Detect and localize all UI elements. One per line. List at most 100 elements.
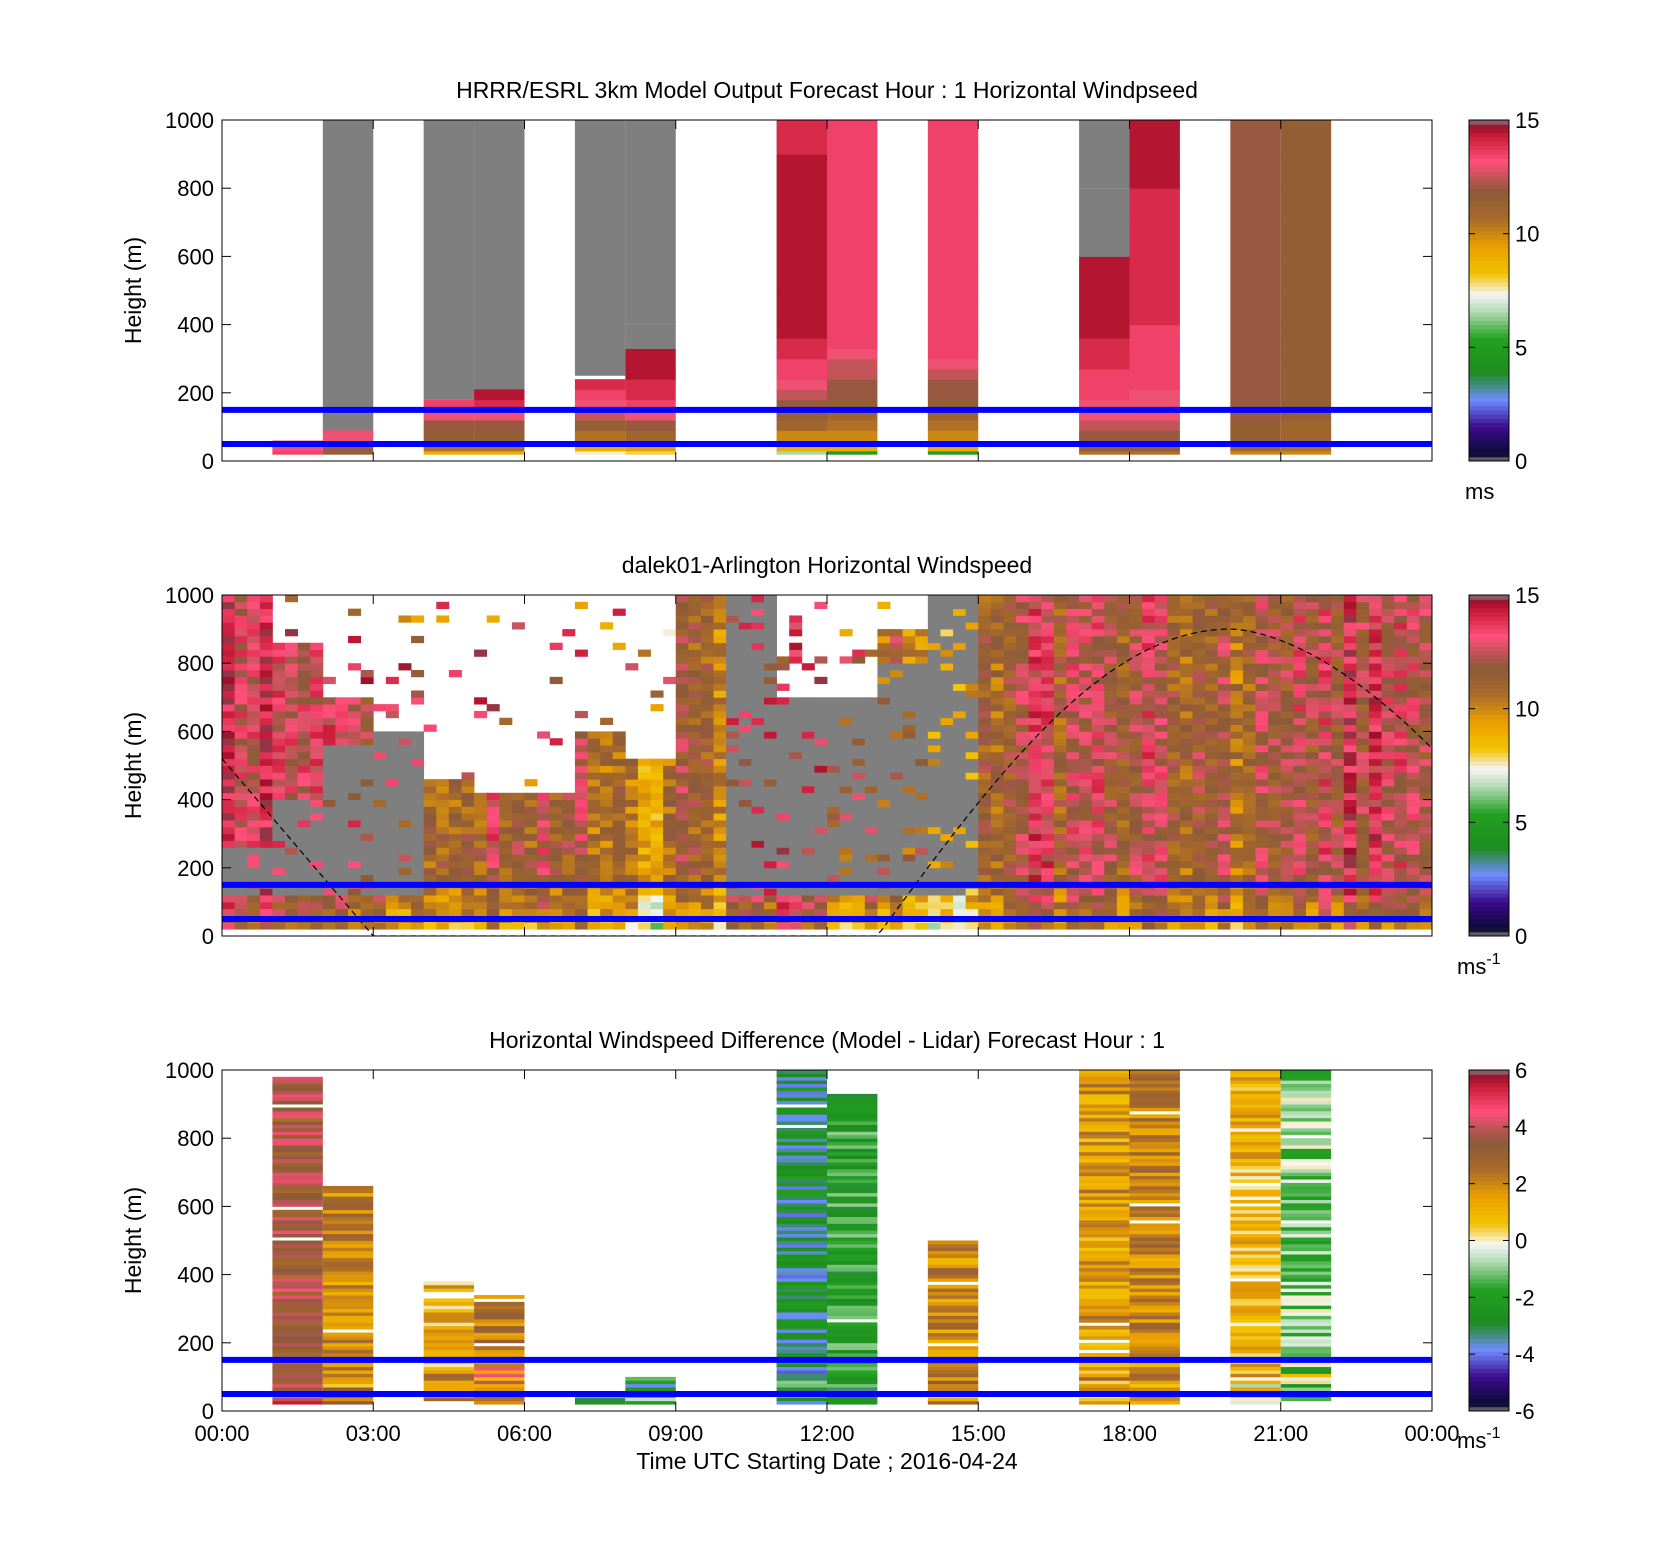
colorbar-segment bbox=[1469, 731, 1509, 737]
heatmap-cell bbox=[827, 1346, 878, 1351]
heatmap-cell bbox=[927, 1346, 979, 1351]
heatmap-cell bbox=[927, 188, 979, 223]
heatmap-cell bbox=[1041, 704, 1055, 712]
heatmap-cell bbox=[1154, 820, 1168, 828]
heatmap-cell bbox=[915, 813, 929, 821]
heatmap-cell bbox=[1142, 615, 1156, 623]
heatmap-cell bbox=[1167, 799, 1181, 807]
heatmap-cell bbox=[1268, 745, 1282, 753]
heatmap-cell bbox=[990, 772, 1004, 780]
heatmap-cell bbox=[965, 656, 979, 664]
heatmap-cell bbox=[864, 765, 878, 773]
heatmap-cell bbox=[1242, 697, 1256, 705]
heatmap-cell bbox=[1343, 806, 1357, 814]
heatmap-cell bbox=[272, 710, 286, 719]
heatmap-cell bbox=[1053, 738, 1067, 746]
heatmap-cell bbox=[360, 765, 374, 773]
heatmap-cell bbox=[310, 792, 324, 800]
heatmap-cell bbox=[927, 1264, 979, 1269]
heatmap-cell bbox=[990, 649, 1004, 657]
heatmap-cell bbox=[398, 901, 412, 910]
heatmap-cell bbox=[1419, 724, 1432, 732]
heatmap-cell bbox=[285, 860, 299, 869]
heatmap-cell bbox=[1129, 1124, 1180, 1129]
heatmap-cell bbox=[776, 813, 790, 821]
heatmap-cell bbox=[890, 758, 904, 766]
heatmap-cell bbox=[1356, 806, 1370, 814]
heatmap-cell bbox=[322, 1387, 374, 1391]
heatmap-cell bbox=[549, 901, 563, 910]
heatmap-cell bbox=[1003, 601, 1017, 610]
heatmap-cell bbox=[789, 806, 803, 814]
heatmap-cell bbox=[915, 888, 929, 896]
heatmap-cell bbox=[713, 642, 727, 650]
heatmap-cell bbox=[259, 847, 273, 855]
heatmap-cell bbox=[373, 860, 387, 869]
heatmap-cell bbox=[675, 765, 689, 773]
heatmap-cell bbox=[1343, 642, 1357, 650]
heatmap-cell bbox=[1394, 601, 1408, 610]
heatmap-cell bbox=[965, 697, 979, 705]
heatmap-cell bbox=[776, 840, 790, 848]
heatmap-cell bbox=[839, 922, 853, 930]
heatmap-cell bbox=[663, 922, 677, 930]
heatmap-cell bbox=[625, 820, 639, 828]
heatmap-cell bbox=[1154, 656, 1168, 664]
heatmap-cell bbox=[713, 895, 727, 903]
heatmap-cell bbox=[1217, 731, 1231, 739]
heatmap-cell bbox=[700, 779, 714, 787]
heatmap-cell bbox=[1041, 738, 1055, 746]
heatmap-cell bbox=[1116, 860, 1130, 869]
heatmap-cell bbox=[1230, 772, 1244, 780]
heatmap-cell bbox=[461, 833, 475, 841]
heatmap-cell bbox=[1016, 840, 1030, 848]
heatmap-cell bbox=[511, 792, 525, 800]
heatmap-cell bbox=[385, 901, 399, 910]
heatmap-cell bbox=[524, 895, 538, 903]
heatmap-cell bbox=[587, 895, 601, 903]
heatmap-cell bbox=[574, 785, 588, 794]
heatmap-cell bbox=[801, 840, 815, 848]
heatmap-cell bbox=[272, 1151, 323, 1156]
heatmap-cell bbox=[461, 772, 475, 780]
heatmap-cell bbox=[1419, 697, 1432, 705]
heatmap-cell bbox=[827, 188, 878, 223]
heatmap-cell bbox=[738, 738, 752, 746]
heatmap-cell bbox=[1079, 1325, 1130, 1330]
heatmap-cell bbox=[927, 595, 941, 603]
heatmap-cell bbox=[1104, 601, 1118, 610]
heatmap-cell bbox=[965, 710, 979, 719]
heatmap-cell bbox=[1129, 1301, 1180, 1306]
heatmap-cell bbox=[953, 792, 967, 800]
heatmap-cell bbox=[978, 670, 992, 678]
heatmap-cell bbox=[234, 676, 248, 685]
heatmap-cell bbox=[474, 1295, 525, 1299]
heatmap-cell bbox=[965, 826, 979, 835]
heatmap-cell bbox=[1129, 901, 1143, 910]
heatmap-cell bbox=[222, 833, 236, 841]
heatmap-cell bbox=[713, 745, 727, 753]
heatmap-cell bbox=[1003, 785, 1017, 794]
heatmap-cell bbox=[763, 758, 777, 766]
heatmap-cell bbox=[827, 1168, 878, 1173]
heatmap-cell bbox=[915, 704, 929, 712]
heatmap-cell bbox=[574, 389, 626, 401]
heatmap-cell bbox=[688, 676, 702, 685]
heatmap-cell bbox=[726, 758, 740, 766]
heatmap-cell bbox=[965, 595, 979, 603]
heatmap-cell bbox=[890, 765, 904, 773]
heatmap-cell bbox=[1041, 676, 1055, 685]
heatmap-cell bbox=[852, 738, 866, 746]
heatmap-cell bbox=[222, 888, 236, 896]
heatmap-cell bbox=[713, 649, 727, 657]
heatmap-cell bbox=[587, 731, 601, 739]
heatmap-cell bbox=[877, 820, 891, 828]
colorbar-segment bbox=[1469, 354, 1509, 360]
heatmap-cell bbox=[259, 690, 273, 698]
heatmap-cell bbox=[827, 1257, 878, 1262]
heatmap-cell bbox=[663, 847, 677, 855]
heatmap-cell bbox=[234, 629, 248, 637]
heatmap-cell bbox=[461, 874, 475, 882]
heatmap-cell bbox=[713, 922, 727, 930]
heatmap-cell bbox=[839, 738, 853, 746]
